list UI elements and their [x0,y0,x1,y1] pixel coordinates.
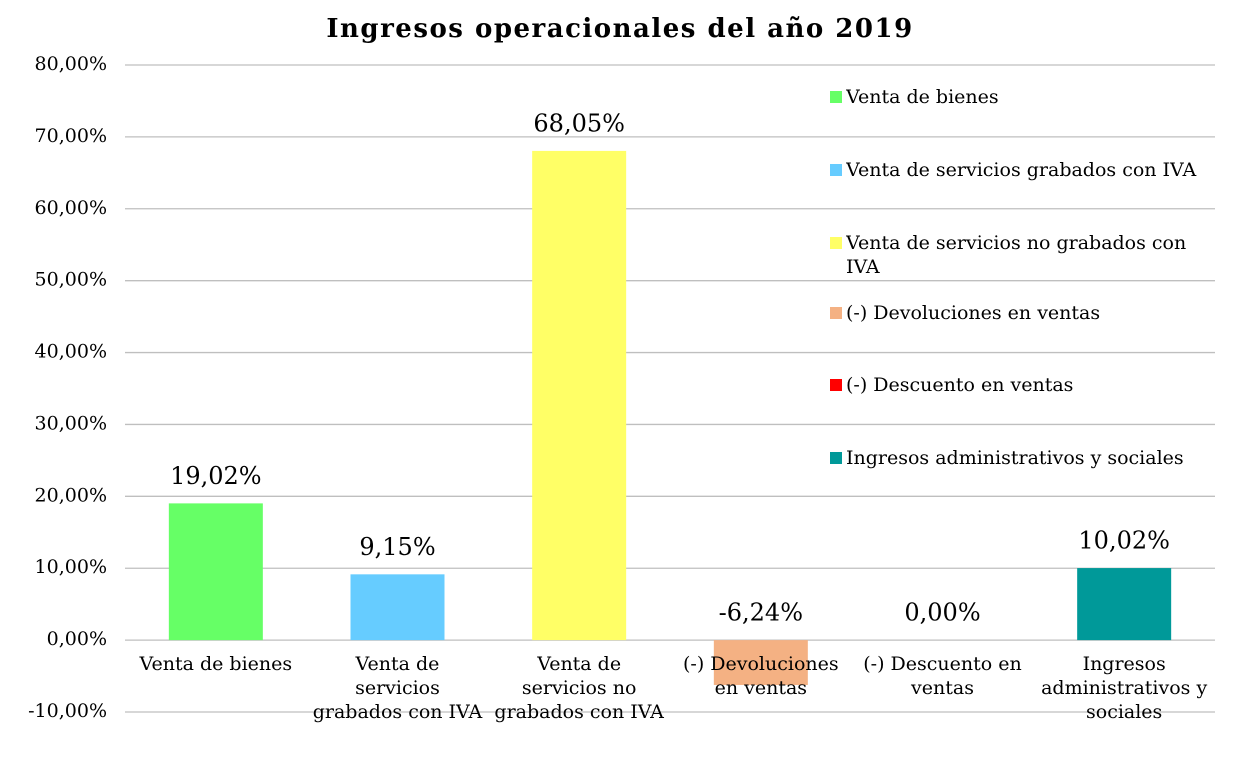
x-tick-label: Ingresos administrativos y sociales [1041,653,1208,723]
y-tick-label: 60,00% [35,197,107,219]
y-tick-label: 50,00% [35,269,107,291]
legend-label-box: Venta de bienes [846,86,999,108]
legend-swatch [830,452,842,464]
bar [350,574,445,641]
y-tick-label: 0,00% [47,628,107,650]
bar [168,503,263,641]
x-tick-label-box: (-) Descuento en ventas [863,653,1022,699]
legend-label: (-) Devoluciones en ventas [846,302,1101,324]
value-label: 68,05% [533,109,625,137]
x-tick-label: Venta de servicios grabados con IVA [312,653,483,723]
legend-label-box: (-) Descuento en ventas [846,374,1074,396]
legend-swatch [830,164,842,176]
x-tick-label-box: Venta de servicios no grabados con IVA [494,653,664,723]
value-label: 0,00% [904,599,980,627]
x-tick-label-box: Venta de servicios grabados con IVA [312,653,483,723]
legend-label-box: (-) Devoluciones en ventas [846,302,1101,324]
value-label: 9,15% [359,533,435,561]
y-tick-label: 30,00% [35,412,107,434]
legend-swatch [830,237,842,249]
value-label: -6,24% [719,599,803,627]
legend-label: Ingresos administrativos y sociales [846,447,1184,469]
legend-label: Venta de bienes [846,86,999,108]
x-tick-label: Venta de servicios no grabados con IVA [494,653,664,723]
x-tick-label: (-) Descuento en ventas [863,653,1022,699]
bar [713,640,808,685]
y-tick-label: 20,00% [35,484,107,506]
legend-label-box: Venta de servicios no grabados con IVA [846,232,1187,278]
x-tick-label-box: (-) Devoluciones en ventas [683,653,839,699]
legend-label: Venta de servicios grabados con IVA [846,159,1197,181]
legend-swatch [830,307,842,319]
value-label: 10,02% [1078,527,1170,555]
chart-title: Ingresos operacionales del año 2019 [326,14,913,44]
y-tick-label: 10,00% [35,556,107,578]
y-tick-label: 40,00% [35,341,107,363]
bar [532,150,627,641]
legend-swatch [830,91,842,103]
y-tick-label: 80,00% [35,53,107,75]
x-tick-label: (-) Devoluciones en ventas [683,653,839,699]
legend-label: Venta de servicios no grabados con IVA [846,232,1187,278]
legend-swatch [830,379,842,391]
x-tick-label-box: Venta de bienes [139,653,293,675]
y-tick-label: 70,00% [35,125,107,147]
value-label: 19,02% [170,462,262,490]
legend-label-box: Venta de servicios grabados con IVA [846,159,1197,181]
x-tick-label: Venta de bienes [139,653,293,675]
bar [1077,568,1172,641]
y-tick-label: -10,00% [28,700,107,722]
legend-label: (-) Descuento en ventas [846,374,1074,396]
x-tick-label-box: Ingresos administrativos y sociales [1041,653,1208,723]
legend-label-box: Ingresos administrativos y sociales [846,447,1184,469]
